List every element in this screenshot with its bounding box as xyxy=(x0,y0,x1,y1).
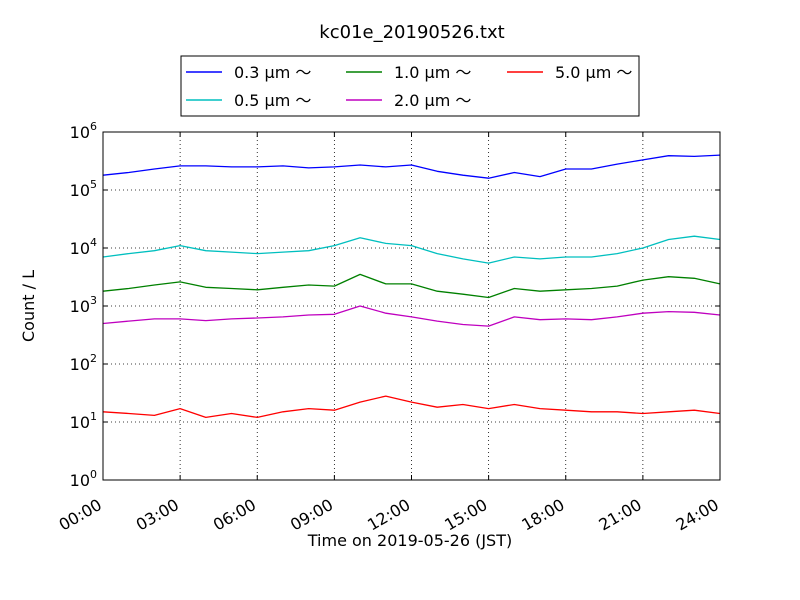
x-axis-label: Time on 2019-05-26 (JST) xyxy=(307,531,512,550)
legend-label: 0.3 μm ～ xyxy=(234,63,311,82)
x-tick-label: 00:00 xyxy=(56,495,105,535)
x-tick-label: 03:00 xyxy=(133,495,182,535)
y-tick-label: 103 xyxy=(70,294,97,316)
y-tick-label: 100 xyxy=(70,468,97,490)
x-tick-label: 09:00 xyxy=(287,495,336,535)
legend-label: 2.0 μm ～ xyxy=(394,91,471,110)
y-tick-label: 105 xyxy=(70,178,97,200)
chart-title: kc01e_20190526.txt xyxy=(319,22,504,43)
series-line xyxy=(102,235,721,264)
series-layer xyxy=(102,154,721,419)
series-line xyxy=(102,395,721,419)
legend-box xyxy=(180,55,640,117)
legend-label: 1.0 μm ～ xyxy=(394,63,471,82)
grid-lines xyxy=(103,132,720,480)
y-axis: 100 101 102 103 104 105 106 xyxy=(70,120,720,490)
legend: 0.3 μm ～ 0.5 μm ～ 1.0 μm ～ 2.0 μm ～ 5.0 μm ～ xyxy=(180,55,640,117)
series-line xyxy=(102,154,721,179)
y-axis-label: Count / L xyxy=(19,270,38,342)
series-line xyxy=(102,273,721,299)
legend-label: 0.5 μm ～ xyxy=(234,91,311,110)
x-tick-label: 06:00 xyxy=(210,495,259,535)
x-tick-label: 24:00 xyxy=(673,495,722,535)
x-tick-label: 18:00 xyxy=(518,495,567,535)
legend-label: 5.0 μm ～ xyxy=(555,63,632,82)
x-tick-label: 15:00 xyxy=(441,495,490,535)
x-tick-label: 12:00 xyxy=(364,495,413,535)
y-tick-label: 101 xyxy=(70,410,97,432)
series-line xyxy=(102,305,721,327)
y-tick-label: 102 xyxy=(70,352,97,374)
y-tick-label: 106 xyxy=(70,120,97,142)
y-tick-label: 104 xyxy=(70,236,97,258)
x-tick-label: 21:00 xyxy=(595,495,644,535)
